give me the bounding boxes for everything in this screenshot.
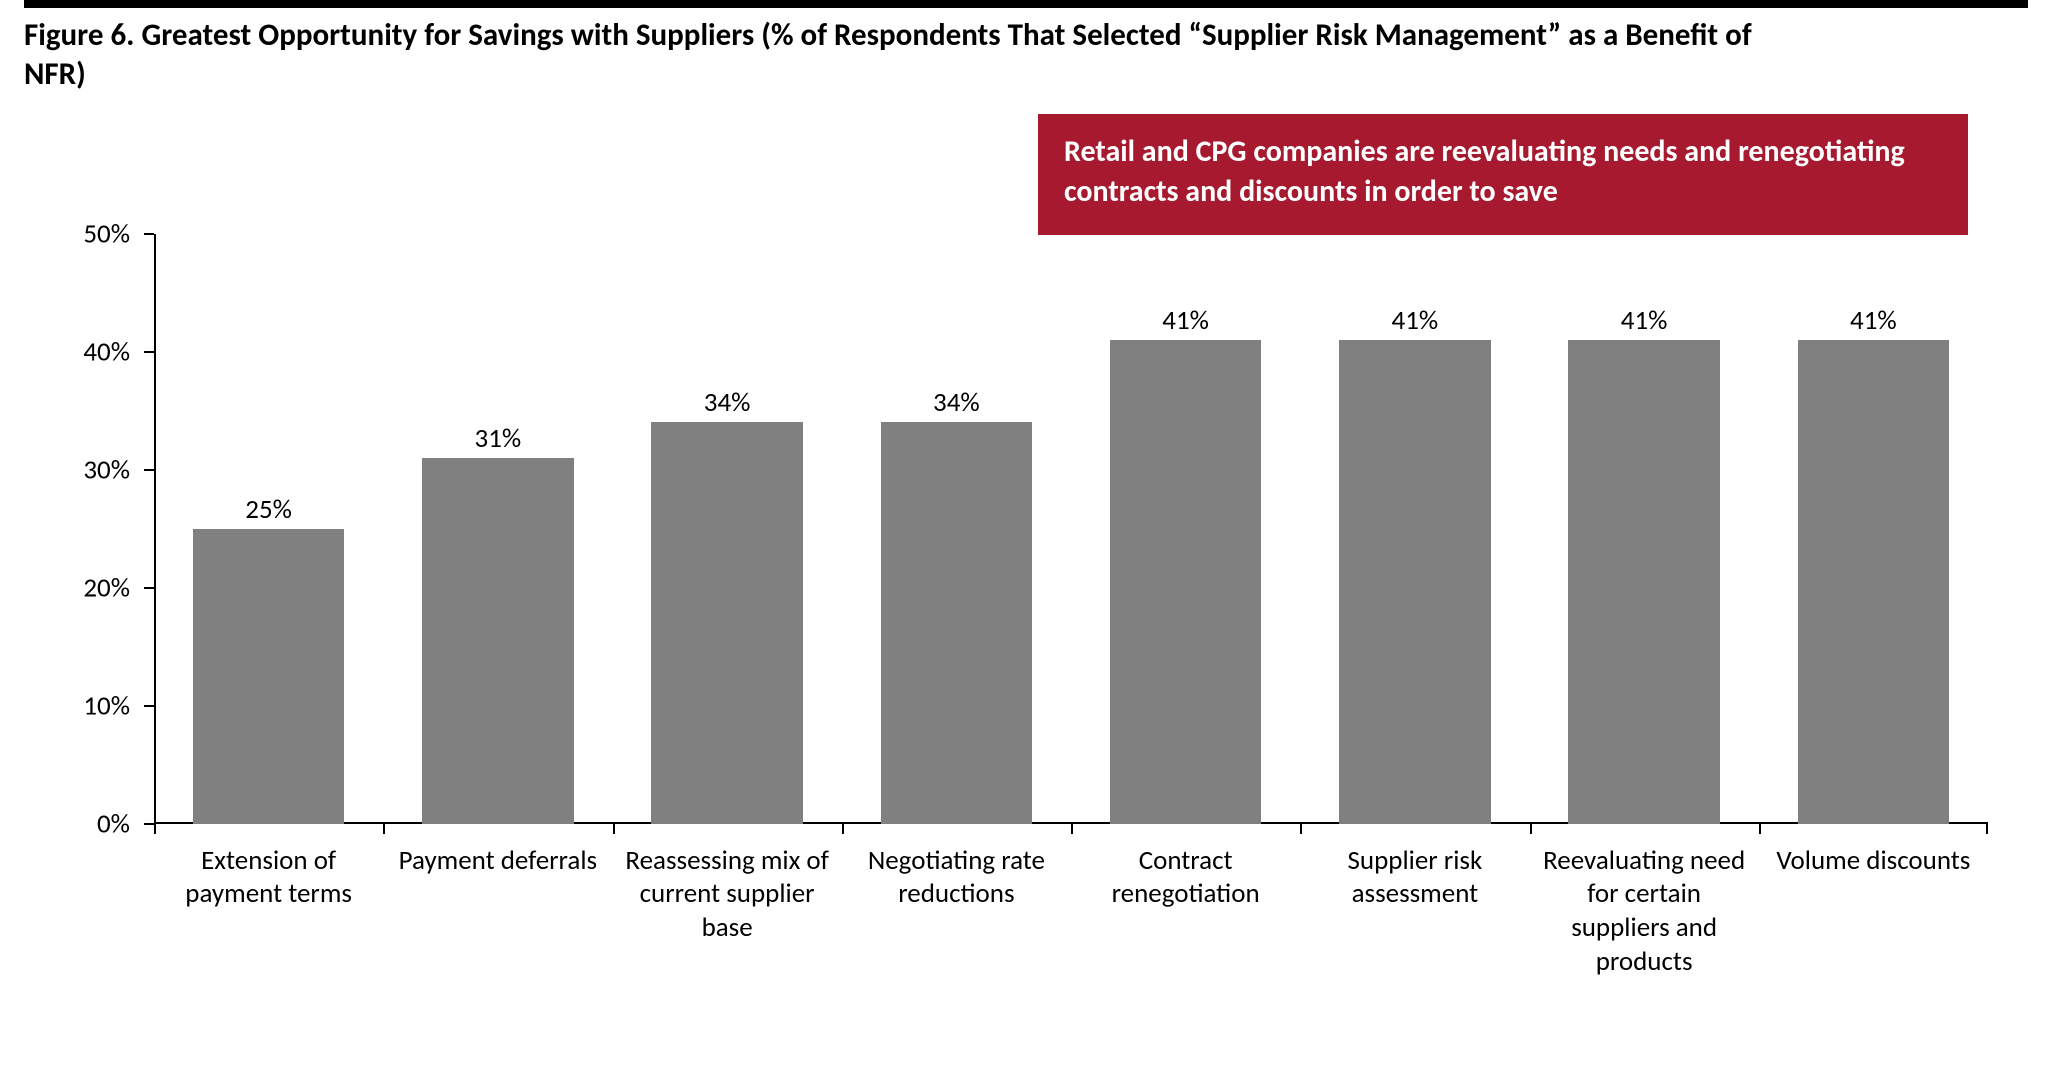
bar: 34% (881, 422, 1032, 823)
x-tick-mark (1759, 824, 1761, 834)
y-tick-label: 30% (60, 453, 130, 486)
x-category-label: Supplier risk assessment (1300, 834, 1529, 994)
figure-title: Figure 6. Greatest Opportunity for Savin… (24, 16, 1784, 94)
bar-slot: 41% (1530, 234, 1759, 824)
y-tick-mark (144, 233, 154, 235)
y-tick-label: 50% (60, 217, 130, 250)
x-tick-mark (1071, 824, 1073, 834)
y-tick-label: 20% (60, 571, 130, 604)
y-tick-label: 0% (60, 807, 130, 840)
y-axis: 0%10%20%30%40%50% (64, 234, 144, 824)
bar-value-label: 34% (704, 386, 751, 419)
bar-slot: 41% (1300, 234, 1529, 824)
x-tick-mark (1300, 824, 1302, 834)
bar-slot: 41% (1759, 234, 1988, 824)
bar: 41% (1798, 340, 1949, 824)
bar-value-label: 31% (475, 422, 522, 455)
y-tick-mark (144, 823, 154, 825)
callout-box: Retail and CPG companies are reevaluatin… (1038, 114, 1968, 235)
x-category-label: Extension of payment terms (154, 834, 383, 994)
bar: 34% (651, 422, 802, 823)
y-tick-mark (144, 469, 154, 471)
y-tick-mark (144, 705, 154, 707)
bars-container: 25%31%34%34%41%41%41%41% (154, 234, 1988, 824)
bar-slot: 34% (613, 234, 842, 824)
bar-value-label: 41% (1392, 304, 1439, 337)
bar: 25% (193, 529, 344, 824)
x-tick-mark (383, 824, 385, 834)
bar-value-label: 41% (1850, 304, 1897, 337)
bar-slot: 25% (154, 234, 383, 824)
bar-value-label: 41% (1621, 304, 1668, 337)
figure-container: Figure 6. Greatest Opportunity for Savin… (0, 0, 2052, 1089)
bar: 41% (1568, 340, 1719, 824)
x-category-label: Negotiating rate reductions (842, 834, 1071, 994)
x-category-label: Volume discounts (1759, 834, 1988, 994)
x-category-label: Payment deferrals (383, 834, 612, 994)
bar-value-label: 34% (933, 386, 980, 419)
bar-slot: 34% (842, 234, 1071, 824)
chart-area: Retail and CPG companies are reevaluatin… (24, 114, 2028, 994)
x-category-label: Contract renegotiation (1071, 834, 1300, 994)
bar-slot: 41% (1071, 234, 1300, 824)
x-category-label: Reevaluating need for certain suppliers … (1530, 834, 1759, 994)
x-category-label: Reassessing mix of current supplier base (613, 834, 842, 994)
y-tick-mark (144, 351, 154, 353)
top-rule (24, 0, 2028, 8)
x-tick-mark (842, 824, 844, 834)
x-tick-mark (1530, 824, 1532, 834)
bar-value-label: 41% (1162, 304, 1209, 337)
y-tick-mark (144, 587, 154, 589)
bar: 41% (1339, 340, 1490, 824)
y-tick-label: 10% (60, 689, 130, 722)
bar: 31% (422, 458, 573, 824)
callout-text: Retail and CPG companies are reevaluatin… (1064, 133, 1905, 211)
x-tick-mark (1986, 824, 1988, 834)
x-labels-container: Extension of payment termsPayment deferr… (154, 834, 1988, 994)
bar: 41% (1110, 340, 1261, 824)
x-tick-mark (154, 824, 156, 834)
plot-region: 0%10%20%30%40%50% 25%31%34%34%41%41%41%4… (64, 234, 1988, 994)
bar-slot: 31% (383, 234, 612, 824)
x-tick-mark (613, 824, 615, 834)
y-tick-label: 40% (60, 335, 130, 368)
bar-value-label: 25% (245, 493, 292, 526)
